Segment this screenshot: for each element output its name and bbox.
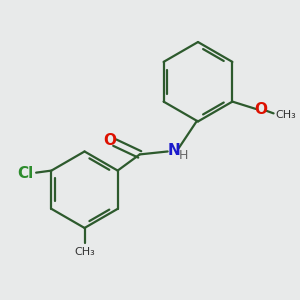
Text: O: O (103, 134, 116, 148)
Text: O: O (255, 102, 268, 117)
Text: CH₃: CH₃ (275, 110, 296, 120)
Text: CH₃: CH₃ (74, 247, 95, 256)
Text: H: H (179, 149, 188, 162)
Text: N: N (167, 143, 180, 158)
Text: Cl: Cl (17, 166, 33, 181)
